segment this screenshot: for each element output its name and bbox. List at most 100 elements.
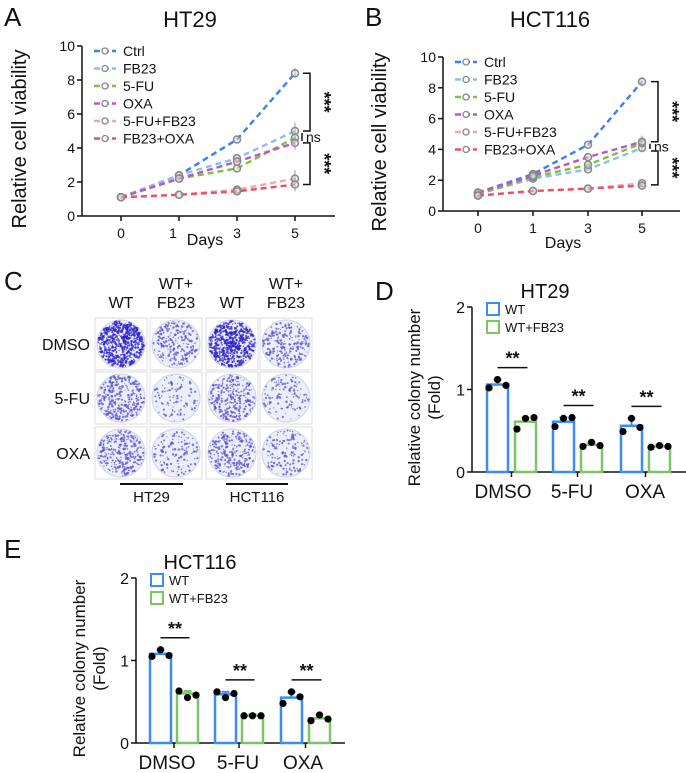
colony: [237, 391, 240, 394]
colony: [105, 460, 107, 462]
colony: [119, 412, 122, 415]
colony: [238, 405, 241, 408]
colony: [106, 385, 109, 388]
colony: [107, 346, 110, 349]
colony: [176, 471, 179, 473]
colony: [176, 383, 179, 385]
colony: [182, 356, 184, 358]
colony: [285, 327, 288, 330]
colony: [225, 339, 228, 342]
colony: [238, 362, 240, 364]
colony: [238, 347, 241, 350]
colony: [184, 336, 188, 340]
colony: [209, 336, 212, 339]
colony: [153, 388, 157, 392]
colony: [278, 381, 280, 383]
colony: [172, 326, 175, 329]
colony: [97, 457, 100, 460]
colony: [155, 400, 158, 403]
colony: [277, 380, 280, 382]
colony: [290, 336, 292, 338]
colony: [118, 322, 121, 324]
colony: [231, 365, 234, 368]
colony: [100, 386, 103, 389]
colony: [120, 419, 124, 422]
data-point: [583, 160, 593, 170]
colony: [280, 346, 283, 349]
colony: [100, 407, 103, 410]
colony: [275, 410, 278, 413]
colony: [124, 400, 127, 403]
colony: [116, 451, 119, 455]
colony: [242, 451, 244, 453]
colony: [175, 400, 178, 404]
colony: [278, 396, 282, 399]
colony: [130, 406, 132, 408]
colony: [277, 402, 280, 405]
colony: [133, 407, 136, 409]
y-tick-label: 0: [120, 736, 129, 753]
colony: [243, 464, 246, 467]
colony: [176, 394, 179, 398]
colony: [245, 334, 248, 338]
colony: [237, 322, 239, 324]
colony: [103, 465, 105, 467]
colony: [114, 400, 117, 402]
colony: [189, 395, 191, 397]
y-axis-label: Relative colony number: [70, 579, 89, 757]
colony: [130, 394, 133, 397]
colony: [232, 390, 235, 393]
colony: [171, 387, 174, 390]
colony: [220, 393, 223, 395]
colony: [126, 412, 130, 415]
colony: [111, 331, 114, 334]
colony: [123, 376, 126, 379]
colony: [236, 445, 238, 448]
colony: [105, 462, 108, 465]
colony: [174, 325, 178, 328]
colony: [301, 463, 304, 466]
legend-label: WT+FB23: [169, 591, 228, 606]
colony: [240, 356, 242, 358]
colony: [250, 348, 253, 351]
colony: [249, 445, 252, 448]
colony: [128, 321, 131, 324]
colony: [214, 339, 217, 342]
colony: [171, 412, 173, 414]
colony: [115, 398, 117, 400]
colony: [173, 322, 176, 325]
colony: [295, 349, 298, 352]
colony: [153, 455, 156, 459]
colony: [273, 334, 275, 337]
colony: [294, 377, 297, 379]
colony: [285, 434, 287, 437]
colony: [306, 447, 309, 450]
colony: [293, 393, 296, 396]
colony: [99, 460, 102, 463]
colony: [165, 451, 167, 453]
colony: [272, 461, 276, 465]
colony: [245, 401, 248, 404]
colony: [224, 353, 227, 356]
replicate-point: [287, 688, 296, 696]
colony: [273, 358, 275, 360]
colony: [223, 453, 226, 456]
colony: [292, 345, 294, 348]
colony: [119, 390, 123, 393]
colony: [100, 350, 104, 353]
colony: [306, 336, 309, 340]
colony: [233, 464, 236, 467]
colony: [124, 378, 127, 382]
colony: [290, 322, 293, 325]
colony: [227, 474, 230, 477]
colony: [134, 436, 137, 439]
chart-title: HCT116: [164, 552, 237, 574]
colony: [120, 456, 122, 459]
colony: [243, 327, 245, 329]
colony: [135, 326, 139, 330]
colony: [271, 380, 273, 382]
colony: [213, 354, 216, 357]
replicate-point: [296, 693, 304, 701]
colony: [281, 415, 285, 419]
colony: [109, 402, 112, 406]
